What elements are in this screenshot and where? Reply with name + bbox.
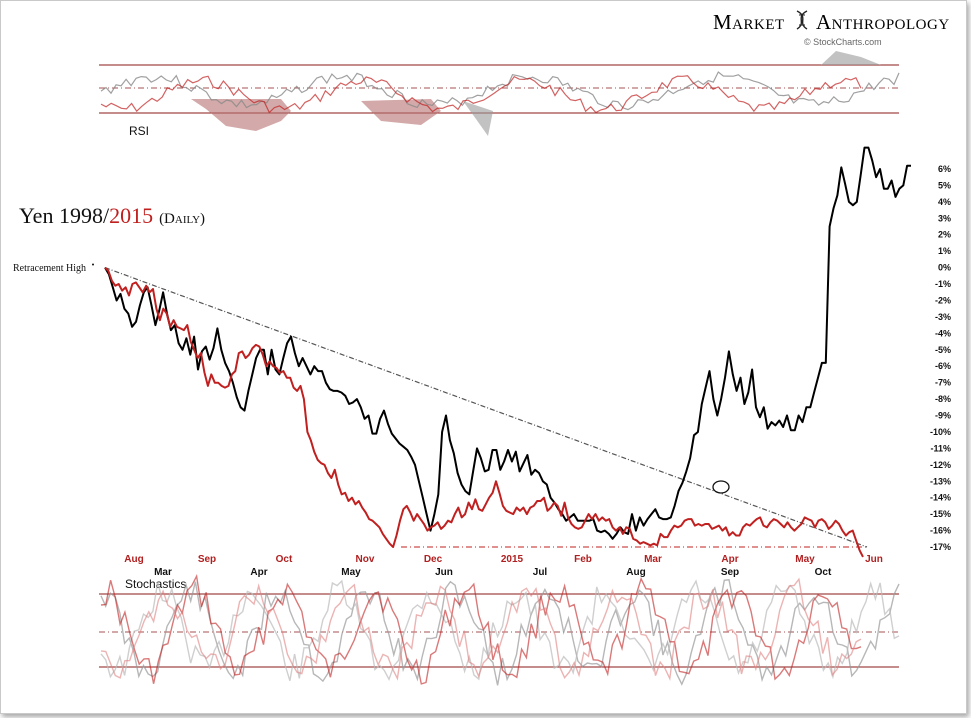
y-tick-label: -2% bbox=[935, 295, 951, 305]
rsi-label: RSI bbox=[129, 124, 149, 138]
x-label-2015: Oct bbox=[276, 554, 293, 565]
x-label-2015: Feb bbox=[574, 554, 592, 565]
rsi-panel: RSI bbox=[99, 51, 900, 138]
y-tick-label: -17% bbox=[930, 542, 951, 552]
y-tick-label: 4% bbox=[938, 197, 951, 207]
y-tick-label: -13% bbox=[930, 476, 951, 486]
brand-logo: Market Anthropology © StockCharts.com bbox=[713, 10, 950, 47]
y-tick-label: -16% bbox=[930, 526, 951, 536]
x-label-2015: Jun bbox=[865, 554, 883, 565]
y-tick-label: 3% bbox=[938, 213, 951, 223]
x-label-2015: Aug bbox=[124, 554, 143, 565]
title-prefix: Yen 1998/ bbox=[19, 203, 110, 228]
title-suffix: (Daily) bbox=[159, 211, 205, 227]
y-tick-label: -10% bbox=[930, 427, 951, 437]
y-tick-label: -3% bbox=[935, 312, 951, 322]
main-price-panel: 6% 5% 4% 3% 2% 1% 0% -1% -2% -3% -4% -5% -6% -7% -8% -9… bbox=[104, 146, 951, 578]
y-tick-label: 5% bbox=[938, 180, 951, 190]
y-tick-label: -12% bbox=[930, 460, 951, 470]
x-axis-labels: Aug Sep Oct Nov Dec 2015 Feb Mar Apr May Jun Mar Apr… bbox=[124, 554, 883, 578]
y-tick-label: -5% bbox=[935, 345, 951, 355]
source-credit: © StockCharts.com bbox=[804, 37, 882, 47]
y-tick-label: -11% bbox=[930, 443, 951, 453]
x-label-1998: May bbox=[341, 567, 361, 578]
y-tick-label: -8% bbox=[935, 394, 951, 404]
y-tick-label: -7% bbox=[935, 378, 951, 388]
x-label-1998: Oct bbox=[815, 567, 832, 578]
x-label-2015: Dec bbox=[424, 554, 443, 565]
y-axis: 6% 5% 4% 3% 2% 1% 0% -1% -2% -3% -4% -5% -6% -7% -8% -9… bbox=[930, 164, 951, 552]
x-label-1998: Jul bbox=[533, 567, 548, 578]
y-tick-label: -9% bbox=[935, 411, 951, 421]
stochastics-label: Stochastics bbox=[125, 577, 186, 591]
y-tick-label: -14% bbox=[930, 493, 951, 503]
x-label-2015: Sep bbox=[198, 554, 216, 565]
x-label-2015: Apr bbox=[721, 554, 738, 565]
stoch-1998-d-line bbox=[100, 579, 900, 682]
y-tick-label: 2% bbox=[938, 230, 951, 240]
rsi-gray-fill bbox=[463, 51, 881, 136]
brand-name-left: Market bbox=[713, 10, 785, 34]
x-label-2015: Nov bbox=[356, 554, 375, 565]
dna-icon bbox=[796, 10, 808, 30]
rsi-2015-line bbox=[100, 75, 862, 114]
rsi-1998-line bbox=[100, 71, 900, 111]
chart-title: Yen 1998/2015 (Daily) bbox=[19, 203, 205, 228]
y-tick-label: 6% bbox=[938, 164, 951, 174]
x-label-2015: May bbox=[795, 554, 815, 565]
x-label-1998: Aug bbox=[626, 567, 645, 578]
y-tick-label: -6% bbox=[935, 361, 951, 371]
stoch-2015-d-line bbox=[100, 577, 862, 682]
x-label-1998: Mar bbox=[154, 567, 172, 578]
rsi-oversold-fill bbox=[191, 99, 441, 131]
retracement-dot bbox=[92, 263, 94, 266]
x-label-1998: Jun bbox=[435, 567, 453, 578]
stoch-1998-k-line bbox=[100, 579, 900, 686]
y-tick-label: -1% bbox=[935, 279, 951, 289]
y-tick-label: -15% bbox=[930, 509, 951, 519]
retracement-high-label: Retracement High bbox=[13, 263, 86, 274]
x-label-2015: Mar bbox=[644, 554, 662, 565]
brand-name-right: Anthropology bbox=[816, 10, 950, 34]
stochastics-panel: Stochastics bbox=[99, 573, 900, 686]
title-year-red: 2015 bbox=[109, 203, 153, 228]
series-1998-line bbox=[104, 146, 911, 540]
x-label-2015: 2015 bbox=[501, 554, 524, 565]
breakout-circle bbox=[712, 480, 730, 494]
series-2015-line bbox=[104, 266, 864, 558]
x-label-1998: Apr bbox=[250, 567, 267, 578]
y-tick-label: 0% bbox=[938, 263, 951, 273]
y-tick-label: -4% bbox=[935, 328, 951, 338]
x-label-1998: Sep bbox=[721, 567, 739, 578]
y-tick-label: 1% bbox=[938, 246, 951, 256]
